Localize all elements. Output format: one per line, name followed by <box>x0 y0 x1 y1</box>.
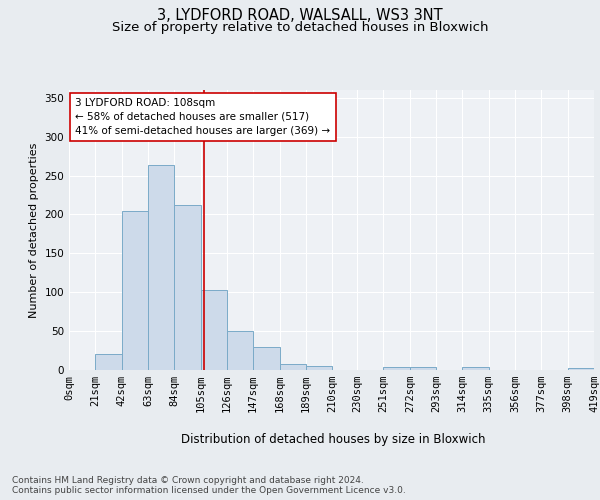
Text: 3 LYDFORD ROAD: 108sqm
← 58% of detached houses are smaller (517)
41% of semi-de: 3 LYDFORD ROAD: 108sqm ← 58% of detached… <box>75 98 331 136</box>
Text: Contains HM Land Registry data © Crown copyright and database right 2024.
Contai: Contains HM Land Registry data © Crown c… <box>12 476 406 495</box>
Bar <box>253 348 280 370</box>
Bar <box>200 290 227 370</box>
Bar <box>174 205 200 370</box>
Bar <box>280 364 306 370</box>
Y-axis label: Number of detached properties: Number of detached properties <box>29 142 39 318</box>
Text: Distribution of detached houses by size in Bloxwich: Distribution of detached houses by size … <box>181 432 485 446</box>
Bar <box>148 166 174 370</box>
Bar <box>463 367 489 370</box>
Text: 3, LYDFORD ROAD, WALSALL, WS3 3NT: 3, LYDFORD ROAD, WALSALL, WS3 3NT <box>157 8 443 22</box>
Bar <box>227 331 253 370</box>
Bar <box>383 367 410 370</box>
Bar <box>95 354 122 370</box>
Bar <box>568 368 594 370</box>
Bar <box>122 210 148 370</box>
Bar <box>306 366 332 370</box>
Bar <box>410 367 436 370</box>
Text: Size of property relative to detached houses in Bloxwich: Size of property relative to detached ho… <box>112 21 488 34</box>
